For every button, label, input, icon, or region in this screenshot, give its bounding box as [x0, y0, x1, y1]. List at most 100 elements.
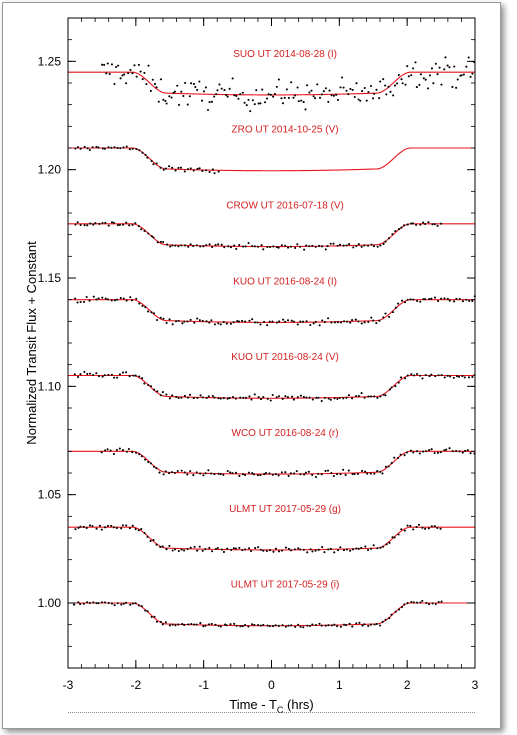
data-point	[309, 548, 312, 551]
data-point	[310, 89, 313, 92]
data-point	[268, 472, 271, 475]
data-point	[201, 549, 204, 552]
data-point	[121, 449, 124, 452]
data-point	[404, 83, 407, 86]
data-point	[469, 75, 472, 78]
data-point	[277, 474, 280, 477]
data-point	[241, 473, 245, 476]
y-tick-label: 1.20	[38, 163, 62, 177]
data-point	[299, 245, 302, 248]
data-point	[332, 242, 335, 245]
data-point	[394, 306, 397, 309]
data-point	[304, 108, 307, 111]
data-point	[239, 93, 242, 96]
data-point	[153, 82, 157, 85]
data-point	[110, 373, 113, 376]
data-point	[211, 550, 214, 553]
data-point	[196, 317, 199, 320]
data-point	[222, 397, 225, 400]
data-point	[455, 86, 458, 89]
data-point	[253, 623, 256, 626]
data-point	[234, 547, 237, 550]
data-point	[249, 110, 252, 113]
data-point	[367, 320, 370, 324]
data-point	[421, 526, 424, 529]
data-point	[242, 396, 245, 399]
data-point	[210, 472, 213, 475]
data-point	[115, 527, 118, 530]
data-point	[353, 473, 356, 476]
data-point	[336, 549, 340, 552]
data-point	[125, 221, 128, 224]
data-point	[140, 228, 143, 231]
data-point	[257, 546, 260, 549]
data-point	[219, 473, 222, 476]
data-point	[293, 472, 296, 475]
light-curve-panel: CROW UT 2016-07-18 (V)	[68, 200, 475, 251]
data-point	[186, 547, 189, 551]
data-point	[345, 548, 348, 551]
data-point	[193, 321, 196, 324]
data-point	[202, 474, 205, 477]
data-point	[436, 451, 439, 454]
data-point	[318, 244, 321, 248]
data-point	[192, 169, 195, 172]
data-point	[233, 622, 236, 625]
data-point	[94, 222, 97, 225]
data-point	[311, 398, 314, 401]
data-point	[217, 472, 220, 475]
data-point	[79, 147, 82, 150]
data-point	[234, 397, 237, 400]
data-point	[425, 601, 428, 605]
x-tick-label: -2	[130, 678, 141, 692]
data-point	[336, 98, 340, 101]
data-point	[217, 322, 220, 325]
light-curve-panels: SUO UT 2014-08-28 (I) ZRO UT 2014-10-25 (…	[68, 49, 476, 629]
data-point	[229, 246, 232, 249]
data-point	[304, 471, 307, 474]
data-point	[205, 244, 208, 247]
data-point	[363, 244, 366, 247]
data-point	[387, 465, 390, 468]
data-point	[344, 624, 348, 627]
data-point	[323, 551, 326, 554]
data-point	[289, 472, 292, 475]
data-point	[384, 84, 387, 87]
data-point	[394, 230, 397, 233]
data-point	[152, 236, 155, 239]
data-point	[88, 299, 91, 302]
data-point	[471, 375, 474, 379]
data-point	[196, 167, 199, 170]
data-point	[355, 622, 358, 625]
data-point	[231, 396, 235, 399]
data-point	[250, 398, 253, 401]
data-point	[100, 601, 103, 604]
data-point	[194, 85, 197, 89]
data-point	[317, 396, 320, 399]
data-point	[210, 622, 213, 625]
data-point	[327, 397, 330, 400]
data-point	[171, 166, 174, 169]
data-point	[290, 319, 293, 322]
data-point	[172, 91, 175, 95]
data-point	[116, 298, 119, 301]
data-point	[86, 372, 89, 376]
data-point	[392, 94, 395, 97]
data-point	[338, 396, 341, 400]
data-point	[239, 396, 242, 399]
data-point	[186, 168, 189, 171]
data-point	[305, 396, 308, 399]
data-point	[86, 601, 89, 604]
observation-label: ULMT UT 2017-05-29 (g)	[229, 504, 341, 515]
data-point	[314, 476, 318, 479]
data-point	[327, 624, 330, 627]
data-point	[400, 226, 403, 229]
data-point	[385, 543, 388, 546]
data-point	[456, 78, 459, 81]
data-point	[248, 319, 251, 322]
data-point	[406, 65, 409, 68]
data-point	[364, 545, 367, 548]
data-point	[176, 84, 179, 87]
data-point	[168, 318, 171, 321]
data-point	[238, 244, 241, 247]
